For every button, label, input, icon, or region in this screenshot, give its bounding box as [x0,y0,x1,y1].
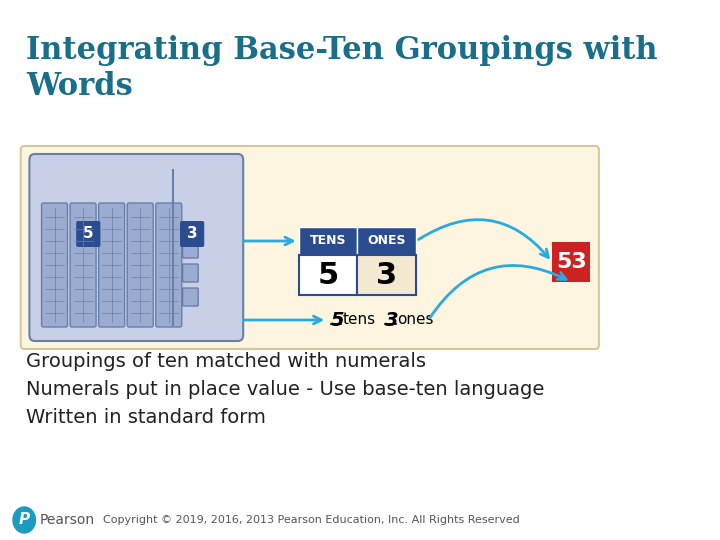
FancyBboxPatch shape [299,227,357,255]
FancyBboxPatch shape [357,227,416,255]
FancyBboxPatch shape [299,255,357,295]
Text: 3: 3 [377,260,397,289]
FancyBboxPatch shape [183,288,198,306]
Text: P: P [19,512,30,528]
Text: tens: tens [343,313,376,327]
Text: ONES: ONES [368,234,406,247]
Text: 3: 3 [385,310,399,329]
Text: Numerals put in place value - Use base-ten language: Numerals put in place value - Use base-t… [26,380,544,399]
FancyBboxPatch shape [127,203,153,327]
FancyBboxPatch shape [357,255,416,295]
FancyBboxPatch shape [30,154,243,341]
Circle shape [13,507,35,533]
FancyBboxPatch shape [42,203,68,327]
Text: 53: 53 [556,252,587,272]
FancyBboxPatch shape [76,221,100,247]
Text: 5: 5 [83,226,94,241]
FancyBboxPatch shape [183,264,198,282]
Text: 5: 5 [318,260,338,289]
Text: Pearson: Pearson [40,513,95,527]
Text: Groupings of ten matched with numerals: Groupings of ten matched with numerals [26,352,426,371]
Text: 3: 3 [186,226,197,241]
FancyBboxPatch shape [180,221,204,247]
Text: Integrating Base-Ten Groupings with
Words: Integrating Base-Ten Groupings with Word… [26,35,657,102]
Text: TENS: TENS [310,234,346,247]
FancyBboxPatch shape [156,203,181,327]
Text: ones: ones [397,313,433,327]
FancyBboxPatch shape [183,240,198,258]
FancyBboxPatch shape [21,146,599,349]
FancyBboxPatch shape [552,242,590,282]
FancyBboxPatch shape [70,203,96,327]
Text: 5: 5 [330,310,344,329]
FancyBboxPatch shape [99,203,125,327]
Text: Copyright © 2019, 2016, 2013 Pearson Education, Inc. All Rights Reserved: Copyright © 2019, 2016, 2013 Pearson Edu… [103,515,520,525]
Text: Written in standard form: Written in standard form [26,408,266,427]
